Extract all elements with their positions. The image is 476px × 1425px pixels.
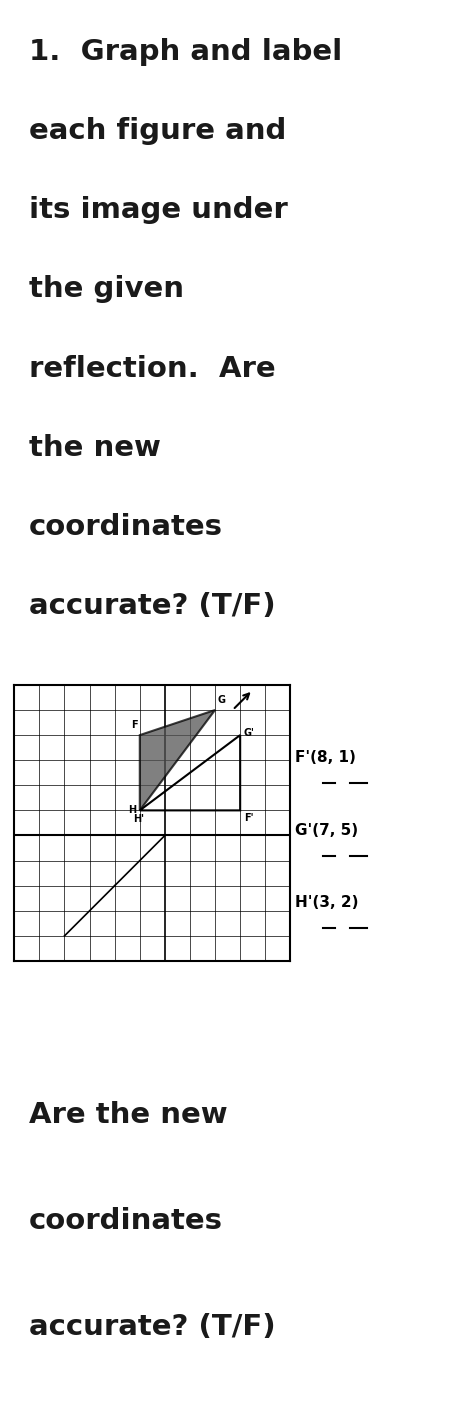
Text: F'(8, 1): F'(8, 1): [295, 750, 356, 765]
Text: F: F: [130, 720, 137, 730]
Text: Are the new: Are the new: [29, 1102, 227, 1130]
Text: its image under: its image under: [29, 197, 288, 224]
Text: G': G': [244, 728, 255, 738]
Text: the new: the new: [29, 433, 160, 462]
Text: H'(3, 2): H'(3, 2): [295, 895, 358, 911]
Text: reflection.  Are: reflection. Are: [29, 355, 275, 382]
Text: coordinates: coordinates: [29, 513, 223, 542]
Text: coordinates: coordinates: [29, 1207, 223, 1235]
Text: accurate? (T/F): accurate? (T/F): [29, 1312, 275, 1341]
Text: F': F': [244, 812, 253, 822]
Text: H': H': [133, 814, 144, 824]
Polygon shape: [140, 710, 215, 811]
Text: accurate? (T/F): accurate? (T/F): [29, 593, 275, 620]
Text: H: H: [128, 805, 136, 815]
Text: the given: the given: [29, 275, 184, 304]
Text: G'(7, 5): G'(7, 5): [295, 822, 358, 838]
Text: G: G: [218, 695, 226, 705]
Text: each figure and: each figure and: [29, 117, 286, 145]
Text: 1.  Graph and label: 1. Graph and label: [29, 37, 342, 66]
